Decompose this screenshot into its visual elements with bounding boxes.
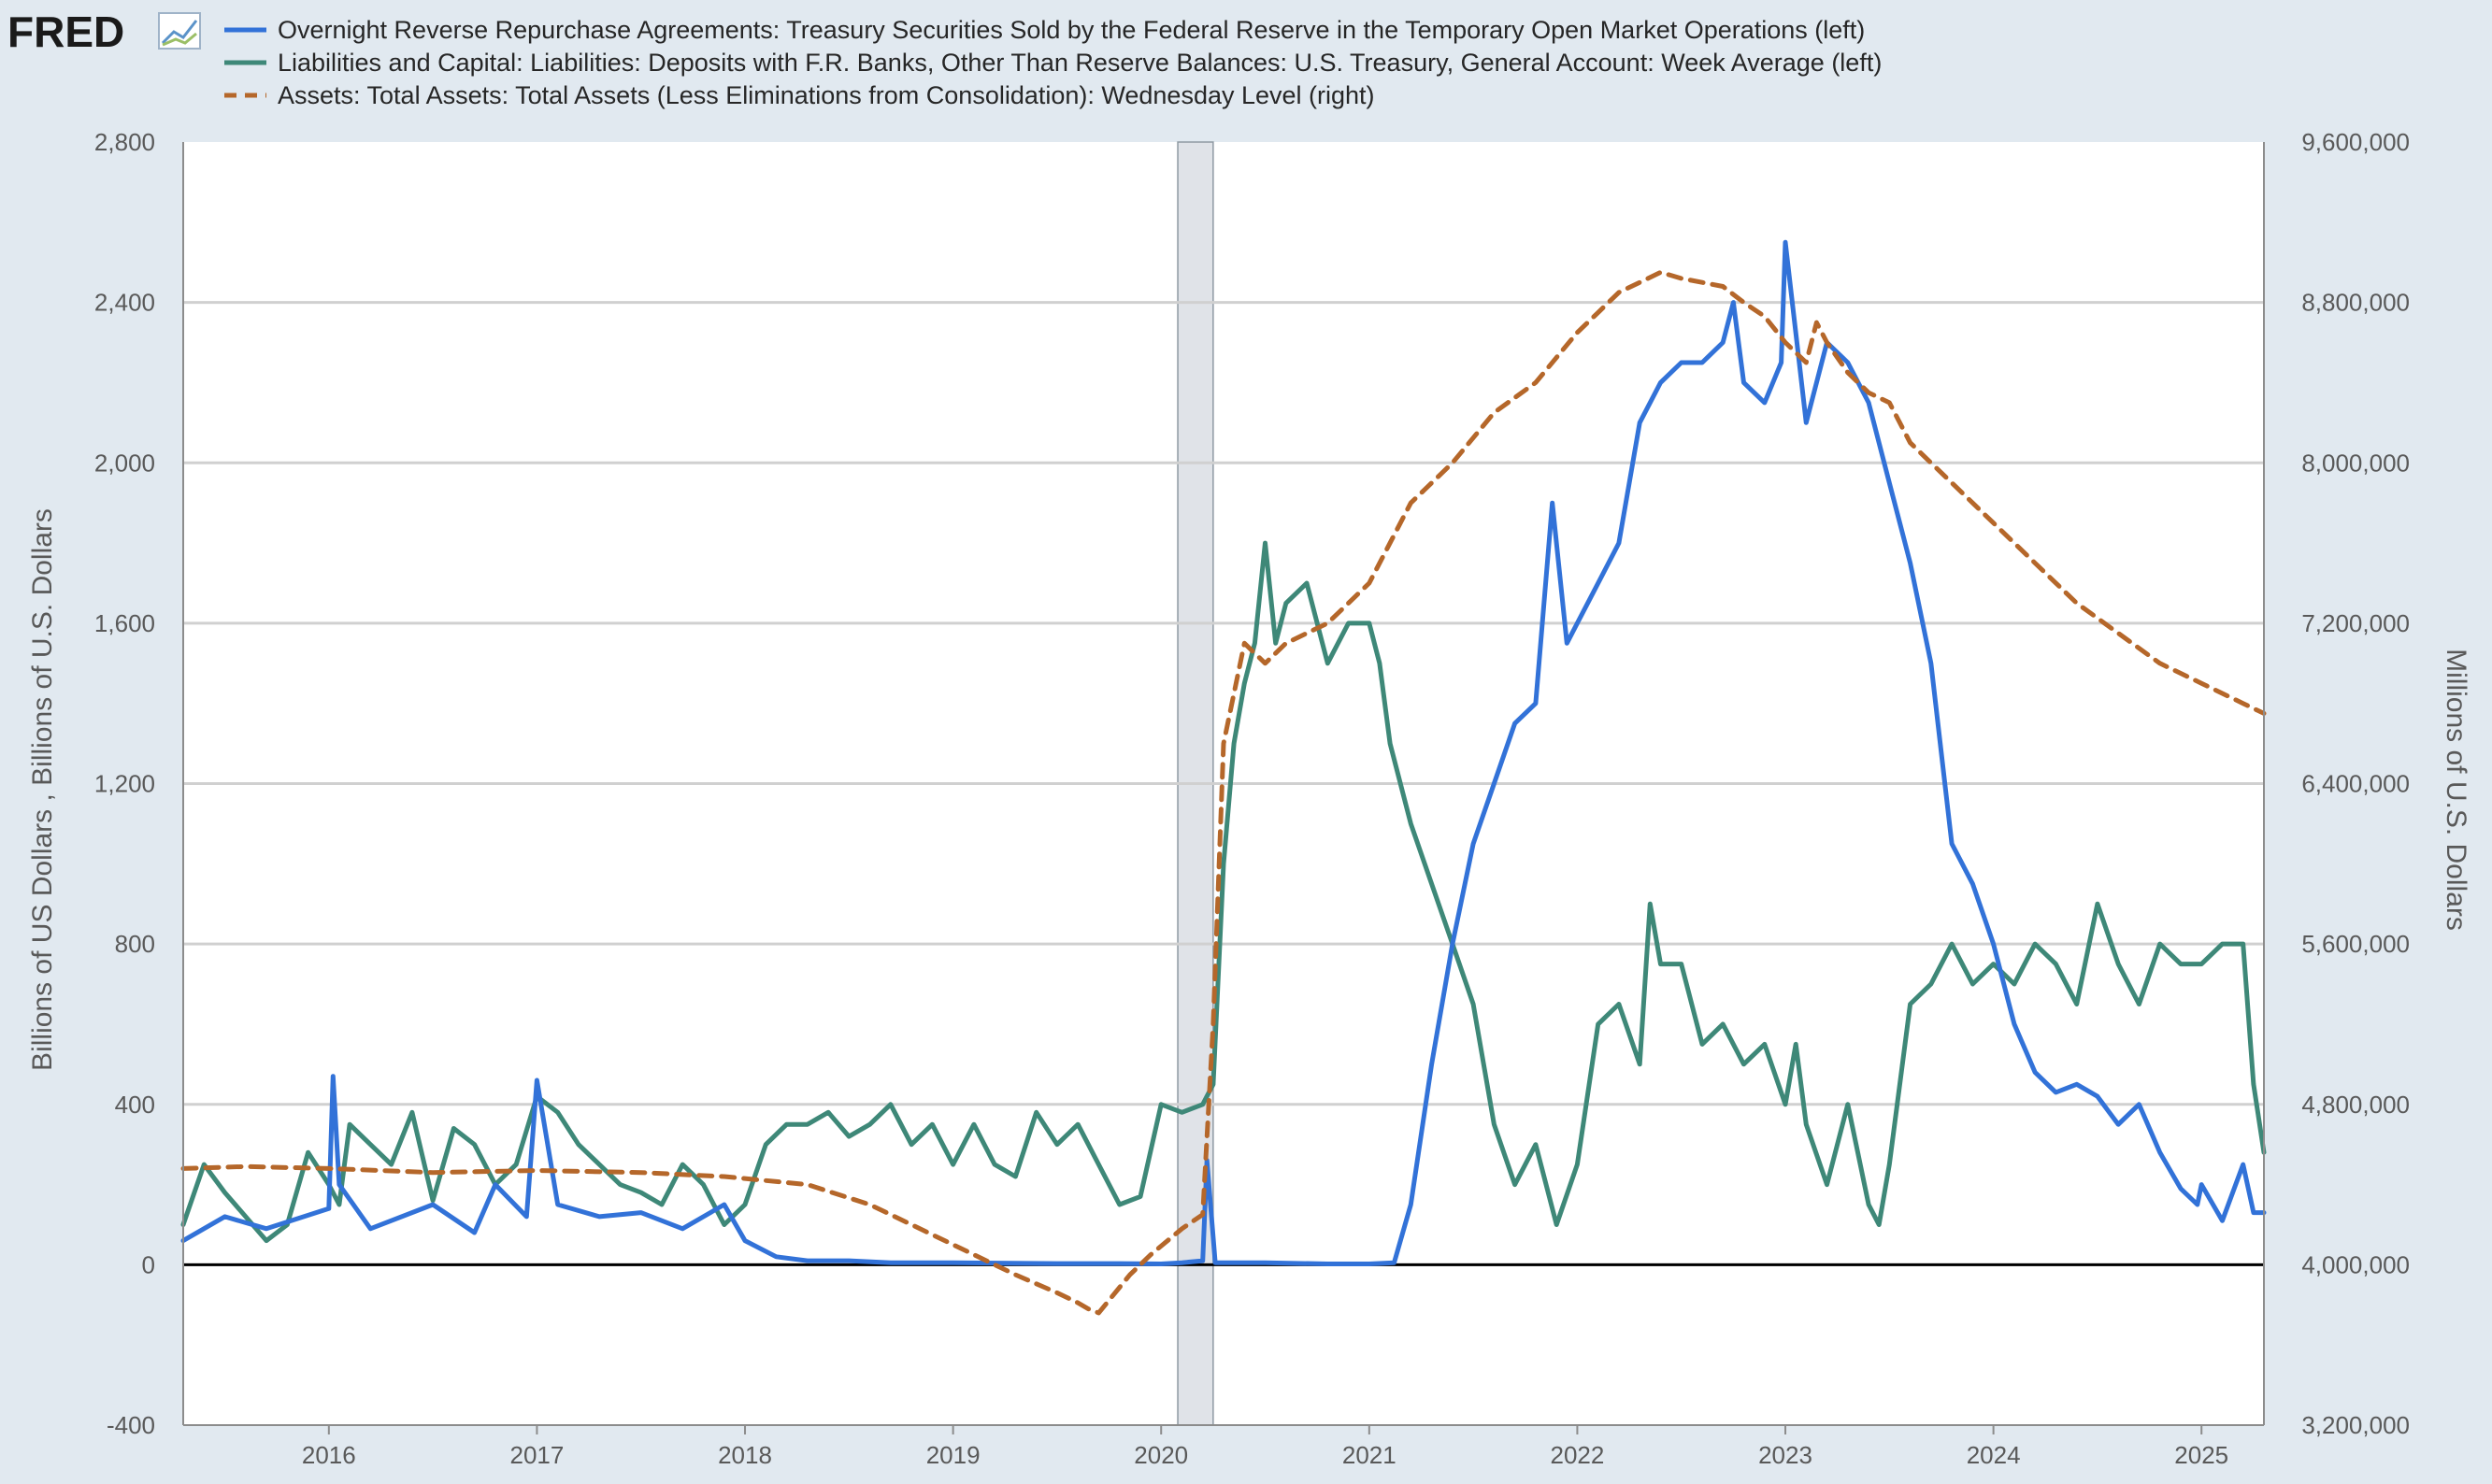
fred-logo[interactable]: FRED xyxy=(7,7,201,56)
fred-logo-text: FRED xyxy=(7,7,124,56)
legend-label: Liabilities and Capital: Liabilities: De… xyxy=(278,49,1882,77)
x-axis-ticks: 2016 2017 2018 2019 2020 2021 2022 2023 2024 2025 xyxy=(302,1425,2228,1469)
left-tick-label: 2,800 xyxy=(94,128,155,156)
left-tick-label: -400 xyxy=(107,1411,155,1439)
legend-label: Overnight Reverse Repurchase Agreements:… xyxy=(278,16,1865,44)
left-tick-label: 400 xyxy=(115,1091,155,1119)
x-tick-label: 2017 xyxy=(509,1441,564,1469)
left-axis-ticks: -400 0 400 800 1,200 1,600 2,000 2,400 2,800 xyxy=(94,128,155,1439)
x-tick-label: 2018 xyxy=(718,1441,772,1469)
x-tick-label: 2022 xyxy=(1550,1441,1604,1469)
left-axis-title: Billions of US Dollars , Billions of U.S… xyxy=(27,508,58,1071)
right-axis-title: Millions of U.S. Dollars xyxy=(2441,649,2471,931)
legend-item[interactable]: Liabilities and Capital: Liabilities: De… xyxy=(224,49,1882,77)
right-axis-ticks: 3,200,000 4,000,000 4,800,000 5,600,000 6,40… xyxy=(2301,128,2410,1439)
x-tick-label: 2020 xyxy=(1134,1441,1188,1469)
right-tick-label: 3,200,000 xyxy=(2301,1411,2410,1439)
right-tick-label: 8,000,000 xyxy=(2301,449,2410,477)
right-tick-label: 9,600,000 xyxy=(2301,128,2410,156)
x-tick-label: 2023 xyxy=(1758,1441,1812,1469)
chart-legend: Overnight Reverse Repurchase Agreements:… xyxy=(224,16,1882,109)
left-tick-label: 1,200 xyxy=(94,770,155,798)
legend-item[interactable]: Overnight Reverse Repurchase Agreements:… xyxy=(224,16,1865,44)
left-tick-label: 1,600 xyxy=(94,609,155,637)
x-tick-label: 2021 xyxy=(1342,1441,1396,1469)
x-tick-label: 2019 xyxy=(926,1441,981,1469)
legend-label: Assets: Total Assets: Total Assets (Less… xyxy=(278,81,1375,109)
series-line-total-assets xyxy=(180,269,2267,1316)
left-tick-label: 2,400 xyxy=(94,289,155,317)
right-tick-label: 7,200,000 xyxy=(2301,609,2410,637)
right-tick-label: 4,000,000 xyxy=(2301,1250,2410,1278)
right-tick-label: 6,400,000 xyxy=(2301,770,2410,798)
right-tick-label: 8,800,000 xyxy=(2301,289,2410,317)
left-tick-label: 800 xyxy=(115,930,155,958)
right-tick-label: 5,600,000 xyxy=(2301,930,2410,958)
left-tick-label: 0 xyxy=(142,1250,155,1278)
axes-frame xyxy=(182,142,2265,1426)
left-tick-label: 2,000 xyxy=(94,449,155,477)
x-tick-label: 2025 xyxy=(2174,1441,2228,1469)
x-tick-label: 2016 xyxy=(302,1441,356,1469)
series-line-reverse-repo xyxy=(180,239,2267,1266)
legend-item[interactable]: Assets: Total Assets: Total Assets (Less… xyxy=(224,81,1375,109)
series-line-treasury-general-account xyxy=(180,540,2267,1244)
line-chart-icon xyxy=(158,12,201,50)
series-group xyxy=(180,239,2267,1316)
x-tick-label: 2024 xyxy=(1967,1441,2021,1469)
right-tick-label: 4,800,000 xyxy=(2301,1091,2410,1119)
